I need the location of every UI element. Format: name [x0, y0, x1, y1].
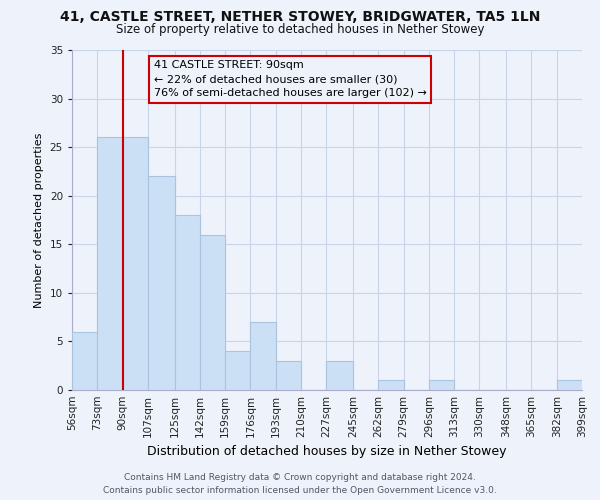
Text: Contains HM Land Registry data © Crown copyright and database right 2024.
Contai: Contains HM Land Registry data © Crown c… — [103, 473, 497, 495]
Bar — [175, 215, 200, 390]
Bar — [250, 322, 276, 390]
Text: 41, CASTLE STREET, NETHER STOWEY, BRIDGWATER, TA5 1LN: 41, CASTLE STREET, NETHER STOWEY, BRIDGW… — [60, 10, 540, 24]
Bar — [148, 176, 175, 390]
Bar — [225, 351, 250, 390]
X-axis label: Distribution of detached houses by size in Nether Stowey: Distribution of detached houses by size … — [147, 446, 507, 458]
Bar — [378, 380, 404, 390]
Bar — [200, 234, 225, 390]
Bar — [326, 361, 353, 390]
Y-axis label: Number of detached properties: Number of detached properties — [34, 132, 44, 308]
Bar — [72, 332, 97, 390]
Bar — [557, 380, 582, 390]
Text: Size of property relative to detached houses in Nether Stowey: Size of property relative to detached ho… — [116, 22, 484, 36]
Bar — [276, 361, 301, 390]
Bar — [97, 138, 122, 390]
Text: 41 CASTLE STREET: 90sqm
← 22% of detached houses are smaller (30)
76% of semi-de: 41 CASTLE STREET: 90sqm ← 22% of detache… — [154, 60, 427, 98]
Bar — [122, 138, 148, 390]
Bar — [429, 380, 454, 390]
